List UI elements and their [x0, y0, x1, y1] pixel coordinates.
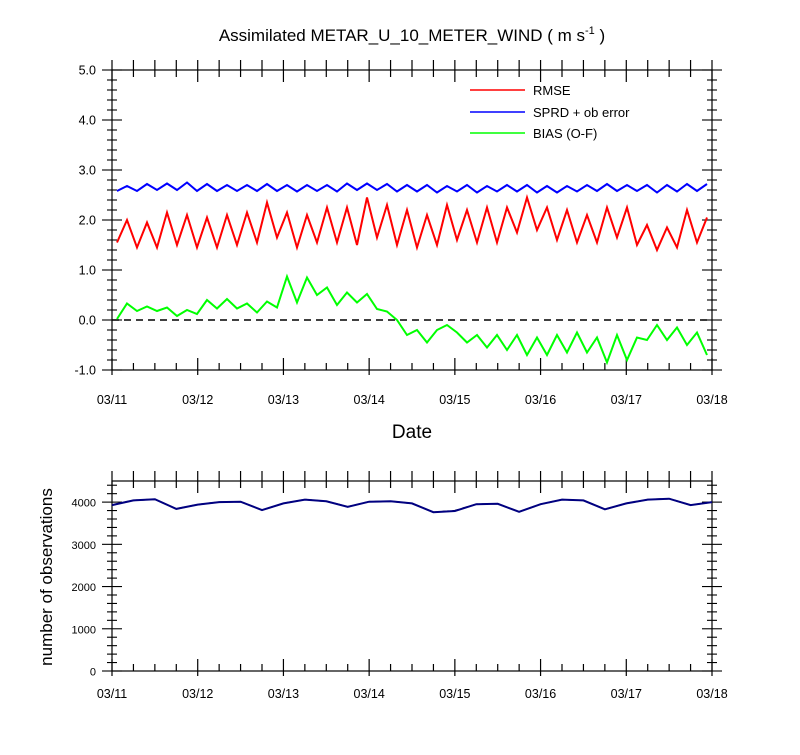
x-tick-label: 03/15 — [439, 393, 470, 407]
top-plot: 03/11 03/12 03/13 03/14 03/15 03/16 03/17 03/18… — [74, 60, 727, 407]
bottom-plot: 03/11 03/12 03/13 03/14 03/15 03/16 03/17 03/18… — [72, 471, 728, 701]
x-tick-label: 03/13 — [268, 393, 299, 407]
legend-label-bias: BIAS (O-F) — [533, 126, 597, 141]
legend-label-rmse: RMSE — [533, 83, 571, 98]
y-tick-label: 3000 — [72, 540, 96, 552]
y-tick-label: 1.0 — [79, 264, 96, 278]
series-line-observations — [112, 499, 712, 513]
x-tick-label: 03/16 — [525, 687, 556, 701]
plot-frame — [112, 481, 712, 671]
x-tick-label: 03/14 — [354, 393, 385, 407]
y-tick-label: 0 — [90, 667, 96, 679]
x-tick-label: 03/12 — [182, 393, 213, 407]
x-tick-label: 03/12 — [182, 687, 213, 701]
x-axis-label: Date — [392, 422, 432, 443]
y-tick-label: 0.0 — [79, 314, 96, 328]
legend: RMSE SPRD + ob error BIAS (O-F) — [470, 83, 630, 141]
series-line-sprd-ob-error — [117, 183, 707, 193]
x-tick-label: 03/18 — [696, 393, 727, 407]
y-tick-label: 2000 — [72, 582, 96, 594]
x-tick-label: 03/16 — [525, 393, 556, 407]
y-tick-label: 2.0 — [79, 214, 96, 228]
y-tick-label: 3.0 — [79, 164, 96, 178]
x-tick-label: 03/11 — [97, 687, 127, 701]
y-axis-label-bottom: number of observations — [37, 488, 56, 666]
series-line-rmse — [117, 198, 707, 251]
legend-label-sprd: SPRD + ob error — [533, 105, 630, 120]
y-tick-label: 4.0 — [79, 114, 96, 128]
y-tick-label: 1000 — [72, 624, 96, 636]
y-tick-label: -1.0 — [74, 364, 96, 378]
x-tick-label: 03/14 — [354, 687, 385, 701]
x-tick-label: 03/17 — [611, 393, 642, 407]
y-tick-label: 4000 — [72, 498, 96, 510]
x-tick-label: 03/13 — [268, 687, 299, 701]
y-tick-label: 5.0 — [79, 64, 96, 78]
x-tick-label: 03/15 — [439, 687, 470, 701]
x-tick-label: 03/11 — [97, 393, 127, 407]
x-tick-label: 03/17 — [611, 687, 642, 701]
chart-title: Assimilated METAR_U_10_METER_WIND ( m s-… — [219, 25, 605, 45]
x-tick-label: 03/18 — [696, 687, 727, 701]
